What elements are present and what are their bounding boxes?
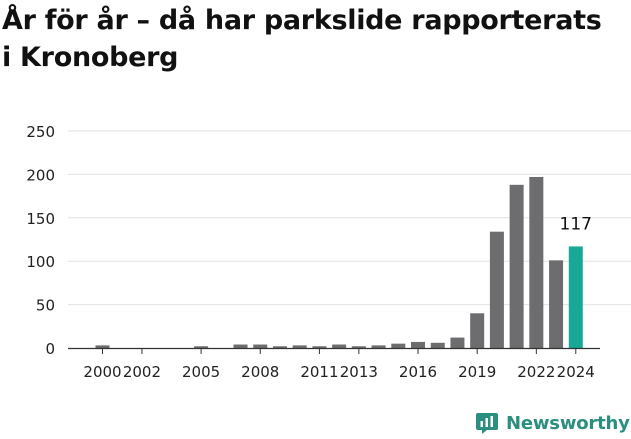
bar <box>529 177 544 348</box>
x-tick-label: 2011 <box>300 363 338 381</box>
x-tick-label: 2002 <box>123 363 161 381</box>
x-tick-label: 2005 <box>182 363 220 381</box>
y-tick-label: 150 <box>26 210 55 228</box>
bar <box>450 337 465 348</box>
bar <box>253 344 268 348</box>
bar <box>391 343 406 348</box>
bar <box>489 231 504 348</box>
chart-title-line-1: År för år – då har parkslide rapporterat… <box>2 5 602 36</box>
bar <box>312 346 327 348</box>
bar <box>430 342 445 348</box>
y-tick-label: 200 <box>26 166 55 184</box>
bar <box>332 344 347 348</box>
chart-title: År för år – då har parkslide rapporterat… <box>2 2 627 76</box>
newsworthy-logo-icon <box>476 413 498 434</box>
y-tick-label: 250 <box>26 123 55 141</box>
y-tick-label: 50 <box>36 297 55 315</box>
y-tick-label: 0 <box>45 340 55 358</box>
x-tick-label: 2016 <box>399 363 437 381</box>
brand-logo: Newsworthy <box>475 408 630 438</box>
x-tick-label: 2024 <box>557 363 595 381</box>
bar-highlight <box>568 246 583 348</box>
bar <box>470 313 485 348</box>
x-tick-label: 2013 <box>340 363 378 381</box>
x-tick-label: 2019 <box>458 363 496 381</box>
bar <box>509 184 524 348</box>
data-label: 117 <box>560 214 592 234</box>
bar <box>292 345 307 348</box>
y-tick-label: 100 <box>26 253 55 271</box>
bar <box>371 345 386 348</box>
x-tick-label: 2008 <box>241 363 279 381</box>
bar <box>95 345 110 348</box>
bar <box>549 260 564 348</box>
x-tick-label: 2022 <box>517 363 555 381</box>
x-tick-label: 2000 <box>83 363 121 381</box>
chart-title-line-2: i Kronoberg <box>2 42 179 73</box>
bar <box>411 341 426 348</box>
bar <box>272 346 287 348</box>
bar <box>351 346 366 348</box>
bar <box>233 344 248 348</box>
bar <box>194 346 209 348</box>
brand-name: Newsworthy <box>506 412 630 434</box>
